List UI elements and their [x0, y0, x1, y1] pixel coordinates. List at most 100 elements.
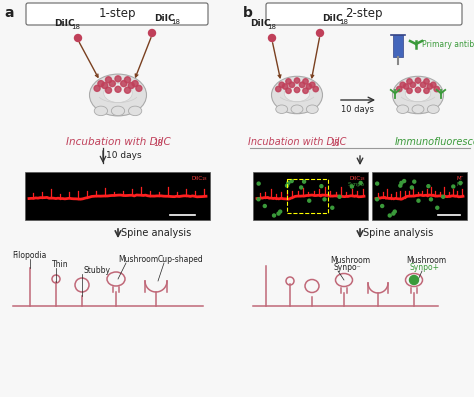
- Circle shape: [381, 204, 383, 208]
- Circle shape: [415, 78, 421, 83]
- Bar: [25, 172, 210, 220]
- Text: DiIC: DiIC: [54, 19, 74, 28]
- Ellipse shape: [428, 105, 439, 114]
- Circle shape: [275, 86, 281, 92]
- Ellipse shape: [291, 105, 303, 114]
- Circle shape: [375, 198, 379, 201]
- Circle shape: [393, 210, 396, 213]
- Circle shape: [420, 82, 426, 87]
- Text: 1-step: 1-step: [98, 8, 136, 21]
- Circle shape: [410, 82, 416, 87]
- Circle shape: [429, 198, 432, 201]
- Circle shape: [400, 181, 403, 184]
- Circle shape: [310, 82, 315, 87]
- FancyBboxPatch shape: [266, 3, 462, 25]
- Text: M⁺: M⁺: [456, 182, 464, 187]
- Circle shape: [286, 79, 291, 84]
- Circle shape: [313, 86, 319, 92]
- Circle shape: [424, 88, 429, 93]
- Ellipse shape: [405, 85, 431, 102]
- Circle shape: [121, 81, 127, 87]
- Circle shape: [277, 212, 280, 215]
- Circle shape: [350, 185, 354, 188]
- Circle shape: [403, 84, 409, 89]
- Circle shape: [279, 82, 284, 87]
- Circle shape: [407, 88, 412, 93]
- Text: 18: 18: [339, 19, 348, 25]
- Circle shape: [323, 198, 326, 201]
- Text: Synpo+: Synpo+: [410, 263, 440, 272]
- Text: Immunofluorescence: Immunofluorescence: [395, 137, 474, 147]
- Circle shape: [294, 78, 300, 83]
- Bar: [288, 179, 328, 213]
- Circle shape: [300, 186, 303, 189]
- Text: Spine analysis: Spine analysis: [121, 228, 191, 238]
- Circle shape: [400, 82, 405, 87]
- Circle shape: [257, 182, 260, 185]
- Circle shape: [388, 214, 391, 217]
- Circle shape: [402, 179, 406, 183]
- Circle shape: [417, 199, 420, 202]
- Text: DiIC: DiIC: [322, 14, 343, 23]
- Circle shape: [286, 88, 291, 93]
- Circle shape: [399, 184, 402, 187]
- Ellipse shape: [128, 106, 142, 116]
- Circle shape: [263, 204, 266, 208]
- Text: 18: 18: [153, 139, 163, 148]
- FancyBboxPatch shape: [26, 3, 208, 25]
- Circle shape: [136, 85, 142, 91]
- Circle shape: [74, 35, 82, 42]
- Text: 18: 18: [267, 24, 276, 30]
- Text: Synpo: Synpo: [348, 182, 365, 187]
- Text: Stubby: Stubby: [84, 266, 111, 275]
- Circle shape: [331, 206, 334, 209]
- Circle shape: [101, 83, 108, 89]
- Text: Mushroom: Mushroom: [118, 255, 158, 264]
- Circle shape: [424, 79, 429, 84]
- Circle shape: [94, 85, 100, 91]
- Text: 18: 18: [71, 24, 80, 30]
- Circle shape: [283, 84, 288, 89]
- Circle shape: [410, 276, 419, 285]
- Ellipse shape: [392, 76, 444, 114]
- Ellipse shape: [111, 106, 125, 116]
- Text: DiIC: DiIC: [250, 19, 271, 28]
- Text: 18: 18: [171, 19, 180, 25]
- Bar: [253, 172, 368, 220]
- Text: Cup-shaped: Cup-shaped: [158, 255, 204, 264]
- Circle shape: [452, 185, 455, 188]
- Ellipse shape: [276, 105, 288, 114]
- Text: Primary antibody: Primary antibody: [422, 40, 474, 49]
- Text: DiIC₁₈: DiIC₁₈: [349, 176, 365, 181]
- Circle shape: [308, 199, 311, 202]
- Text: Spine analysis: Spine analysis: [363, 228, 433, 238]
- Circle shape: [434, 86, 439, 92]
- Ellipse shape: [90, 74, 146, 116]
- Circle shape: [98, 81, 104, 87]
- Circle shape: [115, 86, 121, 93]
- Text: Mushroom: Mushroom: [406, 256, 446, 265]
- Circle shape: [128, 83, 134, 89]
- Circle shape: [273, 214, 275, 217]
- Text: Synpo⁻: Synpo⁻: [334, 263, 362, 272]
- Circle shape: [306, 84, 311, 89]
- Circle shape: [436, 206, 439, 209]
- Text: Mushroom: Mushroom: [330, 256, 370, 265]
- Text: a: a: [4, 6, 13, 20]
- Circle shape: [125, 87, 130, 93]
- Text: Incubation with DiIC: Incubation with DiIC: [248, 137, 346, 147]
- Circle shape: [359, 181, 362, 185]
- Circle shape: [415, 87, 421, 93]
- Text: Filopodia: Filopodia: [12, 251, 46, 260]
- Ellipse shape: [412, 105, 424, 114]
- Circle shape: [427, 185, 430, 188]
- Circle shape: [320, 185, 323, 188]
- Circle shape: [300, 82, 305, 87]
- Circle shape: [303, 79, 308, 84]
- Circle shape: [290, 179, 293, 183]
- Circle shape: [338, 195, 341, 198]
- Ellipse shape: [284, 85, 310, 102]
- Circle shape: [105, 87, 111, 93]
- Circle shape: [294, 87, 300, 93]
- Circle shape: [392, 212, 395, 215]
